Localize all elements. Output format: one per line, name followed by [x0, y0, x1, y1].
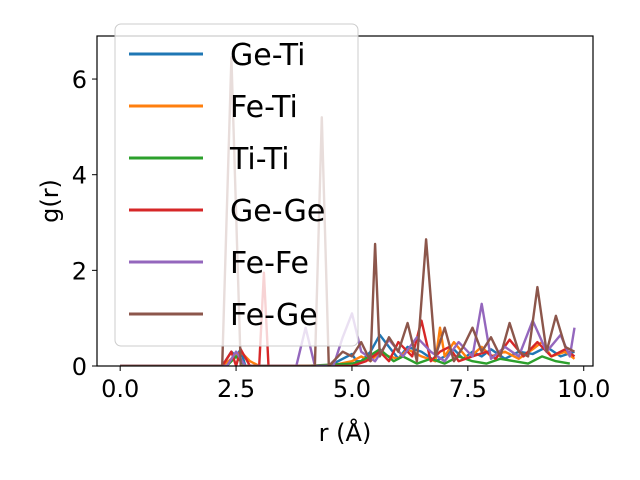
x-axis-label: r (Å) — [319, 418, 372, 447]
y-tick-label: 2 — [72, 257, 87, 285]
legend-label: Fe-Ti — [230, 90, 298, 125]
legend: Ge-Ti Fe-Ti Ti-Ti Ge-Ge Fe-Fe Fe-Ge — [114, 23, 359, 347]
x-tick-label: 0.0 — [101, 375, 139, 403]
legend-label: Fe-Ge — [230, 298, 318, 333]
x-tick-label: 10.0 — [557, 375, 610, 403]
x-tick-label: 2.5 — [217, 375, 255, 403]
x-axis: 0.0 2.5 5.0 7.5 10.0 — [101, 366, 610, 403]
y-axis: 0 2 4 6 — [72, 66, 97, 381]
legend-label: Fe-Fe — [230, 246, 309, 281]
y-tick-label: 4 — [72, 162, 87, 190]
x-tick-label: 7.5 — [449, 375, 487, 403]
y-tick-label: 0 — [72, 353, 87, 381]
series-line-fe-fe — [120, 302, 576, 366]
series-line-ti-ti — [120, 348, 571, 366]
legend-label: Ge-Ge — [230, 194, 325, 229]
y-tick-label: 6 — [72, 66, 87, 94]
legend-label: Ti-Ti — [229, 142, 290, 177]
x-tick-label: 5.0 — [333, 375, 371, 403]
legend-label: Ge-Ti — [230, 38, 306, 73]
y-axis-label: g(r) — [36, 179, 64, 223]
